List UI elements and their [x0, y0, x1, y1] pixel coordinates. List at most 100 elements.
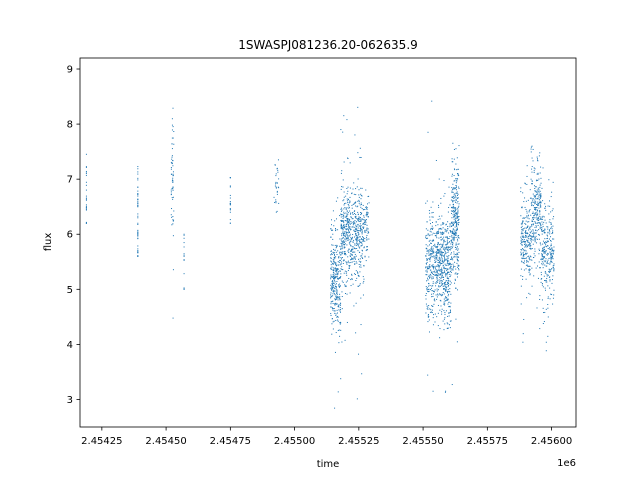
data-point: [537, 201, 539, 203]
data-point: [336, 298, 338, 300]
data-point: [429, 230, 431, 232]
data-point: [540, 217, 542, 219]
data-point: [362, 239, 364, 241]
data-point: [357, 213, 359, 215]
data-point: [85, 198, 87, 200]
data-point: [450, 263, 452, 265]
data-point: [333, 248, 335, 250]
data-point: [363, 219, 365, 221]
data-point: [528, 257, 530, 259]
data-point: [331, 230, 333, 232]
data-point: [345, 202, 347, 204]
data-point: [526, 215, 528, 217]
data-point: [437, 312, 439, 314]
data-point: [331, 266, 333, 268]
data-point: [552, 225, 554, 227]
data-point: [546, 240, 548, 242]
data-point: [337, 391, 339, 393]
data-point: [85, 174, 87, 176]
data-point: [451, 191, 453, 193]
data-point: [530, 178, 532, 180]
data-point: [456, 229, 458, 231]
data-point: [535, 201, 537, 203]
data-point: [343, 216, 345, 218]
data-point: [443, 248, 445, 250]
data-point: [275, 181, 277, 183]
data-point: [540, 216, 542, 218]
data-point: [344, 252, 346, 254]
data-point: [364, 230, 366, 232]
data-point: [432, 227, 434, 229]
data-point: [533, 213, 535, 214]
x-tick-label: 2.45475: [210, 436, 251, 447]
data-point: [334, 277, 336, 279]
data-point: [351, 249, 352, 251]
data-point: [523, 239, 525, 241]
data-point: [440, 248, 442, 250]
data-point: [350, 258, 352, 260]
data-point: [522, 333, 524, 335]
data-point: [457, 212, 459, 214]
data-point: [542, 247, 544, 249]
data-point: [445, 267, 447, 269]
data-point: [336, 292, 338, 294]
data-point: [533, 208, 535, 210]
data-point: [439, 260, 441, 262]
data-point: [549, 231, 551, 233]
data-point: [137, 248, 139, 250]
data-point: [345, 208, 347, 210]
data-point: [345, 215, 347, 217]
data-point: [456, 222, 458, 224]
data-point: [354, 134, 356, 136]
data-point: [449, 223, 451, 225]
data-point: [451, 384, 453, 386]
data-point: [443, 236, 445, 238]
data-point: [430, 275, 432, 277]
data-point: [330, 258, 332, 260]
data-point: [360, 266, 362, 268]
data-point: [439, 264, 441, 266]
data-point: [359, 212, 361, 214]
data-point: [361, 229, 363, 231]
data-point: [541, 253, 543, 255]
data-point: [541, 228, 543, 230]
data-point: [452, 214, 454, 216]
data-point: [527, 239, 529, 241]
data-point: [334, 310, 336, 312]
data-point: [337, 315, 339, 317]
data-point: [137, 255, 139, 257]
data-point: [440, 233, 442, 235]
data-point: [432, 264, 434, 266]
data-point: [331, 253, 333, 255]
data-point: [171, 224, 173, 226]
data-point: [525, 227, 527, 229]
data-point: [448, 273, 450, 275]
data-point: [548, 221, 550, 223]
data-point: [539, 211, 541, 213]
data-point: [355, 332, 357, 334]
data-point: [183, 287, 185, 289]
data-point: [446, 276, 448, 278]
data-point: [357, 218, 359, 220]
data-point: [549, 279, 551, 281]
data-point: [442, 245, 444, 247]
data-point: [523, 240, 525, 242]
data-point: [339, 254, 341, 256]
data-point: [172, 181, 174, 183]
data-point: [449, 305, 451, 307]
data-point: [533, 232, 535, 234]
data-point: [342, 221, 344, 223]
data-point: [530, 248, 532, 250]
data-point: [332, 233, 334, 235]
data-point: [432, 305, 434, 307]
data-point: [529, 255, 531, 257]
data-point: [354, 263, 356, 265]
data-point: [429, 266, 431, 268]
data-point: [451, 206, 453, 208]
data-point: [137, 232, 139, 234]
data-point: [366, 208, 368, 210]
data-point: [452, 267, 454, 269]
data-point: [544, 203, 546, 205]
data-point: [547, 226, 549, 228]
data-point: [359, 258, 361, 260]
